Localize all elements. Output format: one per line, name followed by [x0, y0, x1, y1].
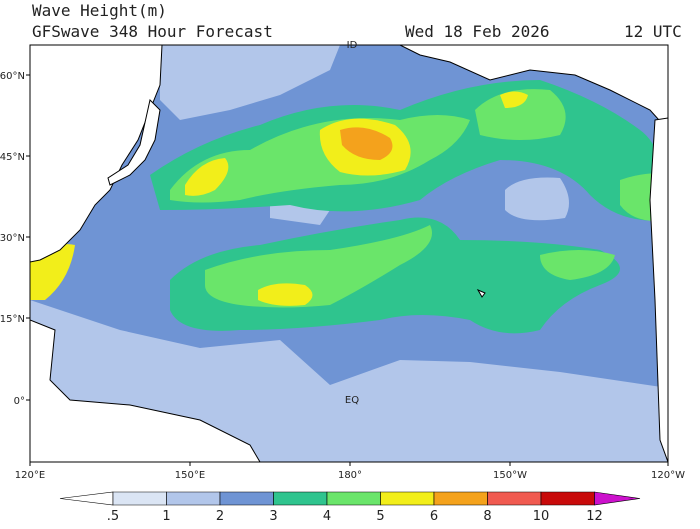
colorbar-swatch	[273, 491, 328, 506]
land-asia	[30, 45, 163, 263]
colorbar-swatch	[219, 491, 274, 506]
land-indonesia	[30, 319, 261, 462]
annotation: ID	[347, 40, 358, 51]
colorbar-swatch	[380, 491, 435, 506]
colorbar-label: 3	[269, 509, 277, 524]
annotation: EQ	[345, 395, 359, 406]
colorbar-swatch	[540, 491, 595, 506]
time: 12 UTC	[624, 22, 682, 41]
land-japan	[107, 99, 161, 186]
colorbar-label: 4	[323, 509, 331, 524]
land-hawaii	[476, 288, 486, 298]
field-5-6	[258, 283, 313, 306]
colorbar-swatch	[326, 491, 381, 506]
date: Wed 18 Feb 2026	[405, 22, 550, 41]
axes: 120°E 150°E 180° 150°W 120°W 60°N 45°N 30°N 15°N…	[0, 71, 685, 481]
colorbar-swatch	[487, 491, 542, 506]
colorbar-label: 12	[586, 509, 603, 524]
lat-label: 30°N	[0, 233, 25, 244]
title: Wave Height(m)	[32, 1, 167, 20]
land-americas	[649, 117, 668, 462]
lon-label: 120°W	[651, 470, 685, 481]
lat-label: 45°N	[0, 152, 25, 163]
map-area: ID EQ	[29, 40, 669, 463]
colorbar-swatch	[594, 491, 641, 506]
field-4-5	[540, 250, 615, 280]
lat-label: 60°N	[0, 71, 25, 82]
lat-label: 0°	[14, 396, 25, 407]
land-alaska	[399, 45, 668, 131]
colorbar-label: 6	[430, 509, 438, 524]
lon-label: 150°W	[493, 470, 527, 481]
field-5-6	[500, 91, 528, 108]
colorbar-label: 5	[376, 509, 384, 524]
field-4-5	[205, 225, 432, 308]
field-5-6	[185, 158, 229, 196]
field-6-8	[340, 127, 393, 160]
colorbar-label: 8	[483, 509, 491, 524]
lon-label: 120°E	[15, 470, 45, 481]
field-4-5	[475, 89, 566, 140]
colorbar-label: 10	[533, 509, 550, 524]
lat-label: 15°N	[0, 314, 25, 325]
field-1-2	[160, 45, 340, 120]
colorbar-swatch	[112, 491, 167, 506]
map-frame	[29, 44, 669, 463]
colorbar-swatch	[166, 491, 221, 506]
colorbar-label: .5	[107, 509, 119, 524]
subtitle: GFSwave 348 Hour Forecast	[32, 22, 273, 41]
colorbar: .5 1 2 3 4 5 6 8 10 12	[59, 491, 641, 524]
colorbar-swatch	[433, 491, 488, 506]
field-1-2	[270, 200, 330, 225]
lon-label: 150°E	[175, 470, 205, 481]
lon-label: 180°	[338, 470, 362, 481]
colorbar-label: 1	[162, 509, 170, 524]
field-1-2	[505, 177, 569, 221]
colorbar-label: 2	[216, 509, 224, 524]
colorbar-swatch	[59, 491, 114, 506]
